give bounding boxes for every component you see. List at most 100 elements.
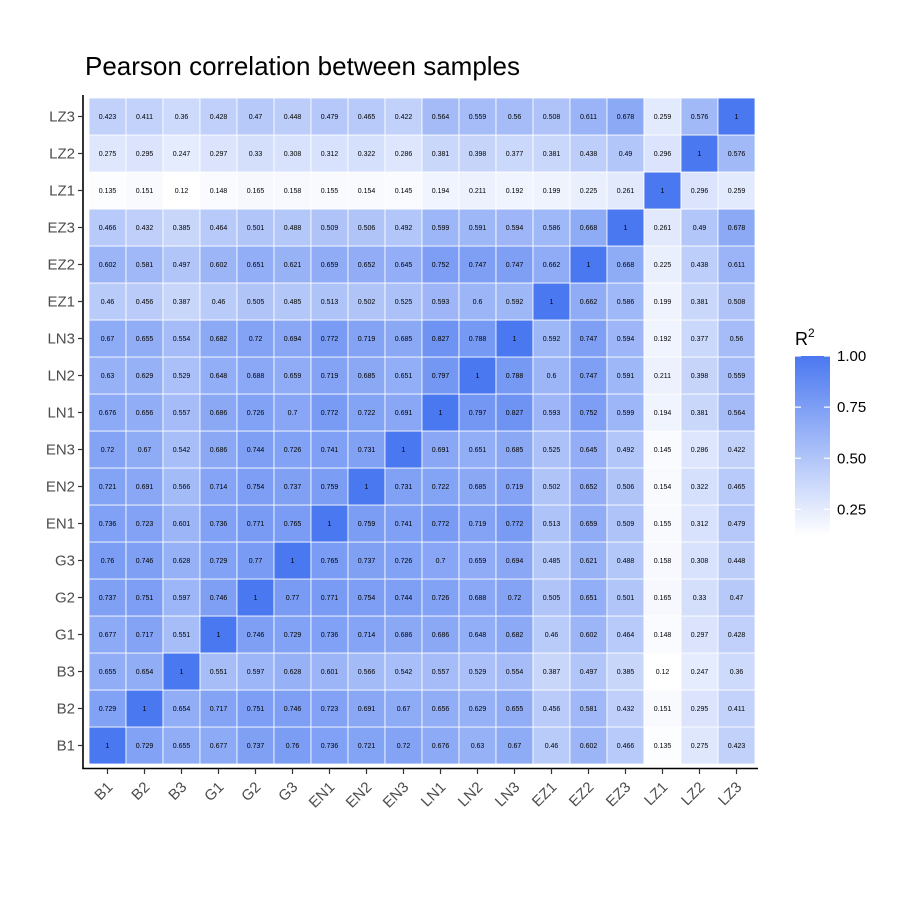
cell-value-label: 0.717 — [210, 706, 228, 713]
legend-title-superscript: 2 — [808, 326, 815, 340]
cell-value-label: 0.508 — [543, 114, 561, 121]
heatmap-cell-LZ2-G1 — [199, 134, 238, 173]
y-tick-label: G3 — [55, 553, 75, 570]
cell-value-label: 0.751 — [136, 595, 154, 602]
y-tick-label: EN3 — [46, 442, 75, 459]
cell-value-label: 0.602 — [99, 262, 117, 269]
y-tick-label: EZ2 — [47, 257, 75, 274]
heatmap-cell-EZ3-EN2 — [347, 208, 386, 247]
heatmap-cell-LN3-EN2 — [347, 319, 386, 358]
heatmap-cell-LZ1-G1 — [199, 171, 238, 210]
heatmap-cell-B3-LN2 — [458, 652, 497, 691]
cell-value-label: 0.676 — [432, 743, 450, 750]
cell-value-label: 0.736 — [210, 521, 228, 528]
heatmap-cell-G3-EN2 — [347, 541, 386, 580]
cell-value-label: 0.488 — [617, 558, 635, 565]
heatmap-cell-EZ3-G1 — [199, 208, 238, 247]
cell-value-label: 1 — [328, 521, 332, 528]
cell-value-label: 0.211 — [469, 188, 486, 195]
cell-value-label: 0.771 — [321, 595, 339, 602]
cell-value-label: 0.655 — [136, 336, 154, 343]
cell-value-label: 0.601 — [321, 669, 339, 676]
heatmap-cell-EN2-EZ1 — [532, 467, 571, 506]
heatmap-cell-G3-EN3 — [384, 541, 423, 580]
cell-value-label: 0.586 — [617, 299, 635, 306]
x-tick-label: EZ3 — [603, 779, 634, 810]
heatmap-cell-EZ2-EZ1 — [532, 245, 571, 284]
cell-value-label: 1 — [217, 632, 221, 639]
cell-value-label: 0.651 — [580, 595, 598, 602]
heatmap-cell-LZ3-EZ1 — [532, 97, 571, 136]
cell-value-label: 0.259 — [654, 114, 672, 121]
cell-value-label: 0.497 — [580, 669, 598, 676]
heatmap-cell-LN1-LN1 — [421, 393, 460, 432]
heatmap-cell-B2-B2 — [125, 689, 164, 728]
cell-value-label: 0.46 — [212, 299, 226, 306]
heatmap-cell-B3-EN3 — [384, 652, 423, 691]
heatmap-cell-G2-LZ2 — [680, 578, 719, 617]
cell-value-label: 0.56 — [730, 336, 744, 343]
cell-value-label: 0.77 — [286, 595, 300, 602]
heatmap-cell-LZ3-EZ2 — [569, 97, 608, 136]
cell-value-label: 1 — [587, 262, 591, 269]
y-tick-label: EZ1 — [47, 294, 75, 311]
heatmap-cell-B3-EZ1 — [532, 652, 571, 691]
cell-value-label: 0.296 — [691, 188, 709, 195]
heatmap-cell-EZ3-LN3 — [495, 208, 534, 247]
cell-value-label: 0.308 — [284, 151, 302, 158]
heatmap-cell-G3-B1 — [88, 541, 127, 580]
heatmap-cell-EN2-B2 — [125, 467, 164, 506]
heatmap-cell-EZ1-EZ1 — [532, 282, 571, 321]
heatmap-cell-EN3-LZ2 — [680, 430, 719, 469]
cell-value-label: 0.662 — [543, 262, 561, 269]
heatmap-cell-B2-G2 — [236, 689, 275, 728]
cell-value-label: 0.594 — [617, 336, 635, 343]
cell-value-label: 0.67 — [101, 336, 115, 343]
heatmap-cell-G2-B1 — [88, 578, 127, 617]
heatmap-cell-LN1-G3 — [273, 393, 312, 432]
heatmap-cell-B2-LN1 — [421, 689, 460, 728]
cell-value-label: 0.154 — [358, 188, 376, 195]
cell-value-label: 0.628 — [173, 558, 191, 565]
cell-value-label: 0.746 — [210, 595, 228, 602]
cell-value-label: 0.722 — [358, 410, 376, 417]
legend-tick-label: 0.50 — [837, 450, 866, 467]
cell-value-label: 1 — [698, 151, 702, 158]
heatmap-cell-LZ1-EZ3 — [606, 171, 645, 210]
cell-value-label: 0.46 — [101, 299, 115, 306]
y-tick-label: G2 — [55, 590, 75, 607]
heatmap-cell-LN1-EZ3 — [606, 393, 645, 432]
heatmap-cell-LZ2-B3 — [162, 134, 201, 173]
y-tick-label: LN1 — [47, 405, 75, 422]
cell-value-label: 0.72 — [508, 595, 522, 602]
heatmap-cell-G3-G3 — [273, 541, 312, 580]
x-tick-label: G1 — [201, 779, 227, 805]
heatmap-cell-EN2-LZ2 — [680, 467, 719, 506]
heatmap-cell-G2-B3 — [162, 578, 201, 617]
cell-value-label: 0.275 — [691, 743, 709, 750]
heatmap-cell-G3-LZ2 — [680, 541, 719, 580]
heatmap-cell-LZ1-LN3 — [495, 171, 534, 210]
heatmap-cell-EN2-G3 — [273, 467, 312, 506]
legend-tick-label: 0.75 — [837, 399, 866, 416]
cell-value-label: 0.788 — [469, 336, 487, 343]
cell-value-label: 0.593 — [432, 299, 450, 306]
cell-value-label: 0.411 — [728, 706, 745, 713]
cell-value-label: 0.296 — [654, 151, 672, 158]
heatmap-cell-LN1-G1 — [199, 393, 238, 432]
heatmap-cell-G2-G1 — [199, 578, 238, 617]
cell-value-label: 0.747 — [469, 262, 487, 269]
cell-value-label: 1 — [439, 410, 443, 417]
cell-value-label: 0.192 — [506, 188, 524, 195]
heatmap-cell-EN1-LZ1 — [643, 504, 682, 543]
heatmap-cell-LN2-LN2 — [458, 356, 497, 395]
cell-value-label: 0.36 — [175, 114, 189, 121]
cell-value-label: 0.554 — [506, 669, 524, 676]
heatmap-cell-B1-G2 — [236, 726, 275, 765]
cell-value-label: 0.158 — [284, 188, 302, 195]
cell-value-label: 0.722 — [432, 484, 450, 491]
heatmap-cell-LZ1-B2 — [125, 171, 164, 210]
cell-value-label: 0.765 — [284, 521, 302, 528]
cell-value-label: 0.422 — [728, 447, 746, 454]
heatmap-cell-LZ3-G2 — [236, 97, 275, 136]
